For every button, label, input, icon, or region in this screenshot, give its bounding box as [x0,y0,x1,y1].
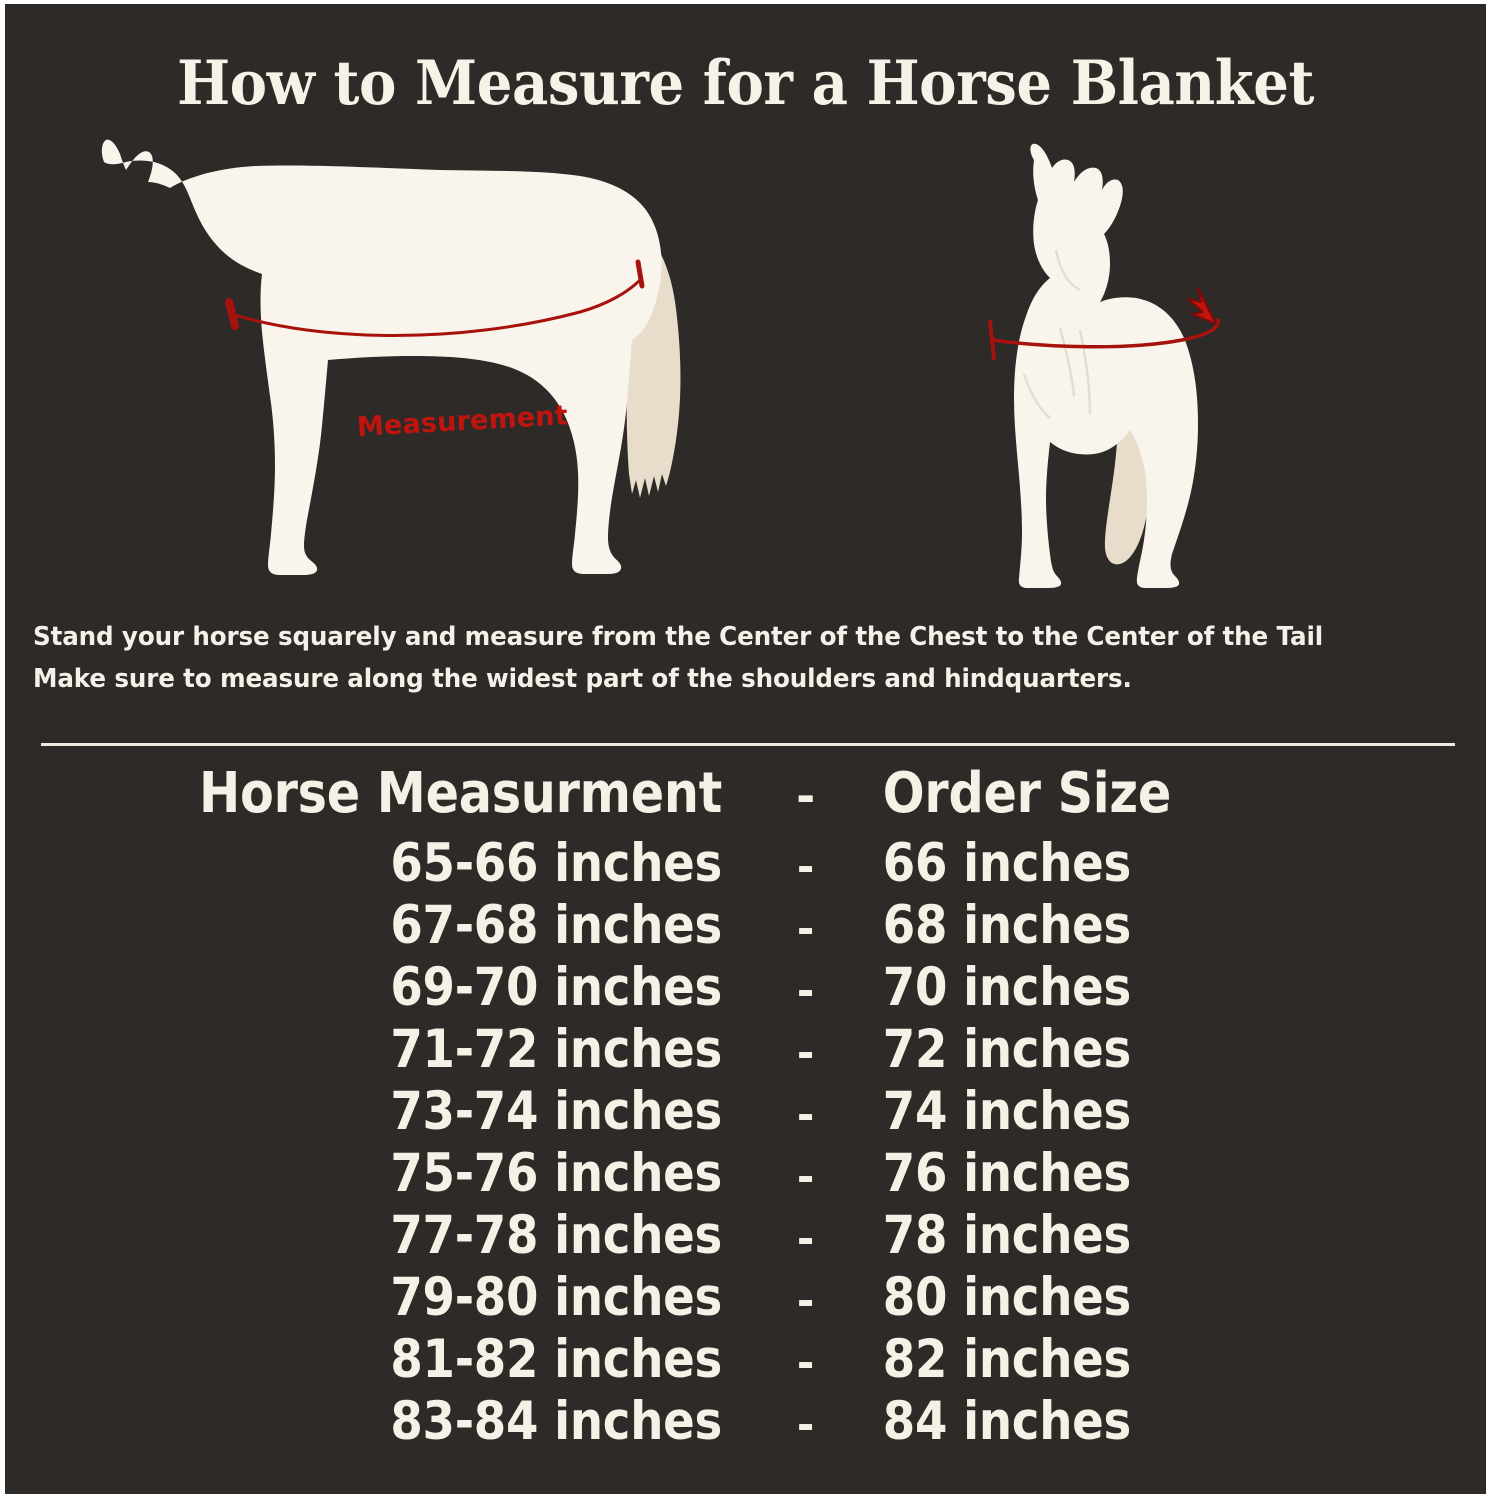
page-title: How to Measure for a Horse Blanket [177,48,1314,119]
table-row: 65-66 inches - 66 inches [5,833,1486,895]
cell-order-size: 74 inches [882,1081,1131,1142]
table-row: 67-68 inches - 68 inches [5,895,1486,957]
instructions-line-1: Stand your horse squarely and measure fr… [33,622,1324,652]
cell-order-size: 66 inches [882,833,1131,894]
cell-separator: - [796,1338,815,1387]
cell-measurement: 75-76 inches [389,1143,722,1204]
cell-measurement: 69-70 inches [389,957,722,1018]
cell-separator: - [796,966,815,1015]
infographic-poster: How to Measure for a Horse Blanket [5,4,1486,1494]
horse-contours-rear [1022,249,1092,419]
section-divider [41,743,1455,746]
table-row: 77-78 inches - 78 inches [5,1205,1486,1267]
cell-separator: - [796,1090,815,1139]
table-row: 79-80 inches - 80 inches [5,1267,1486,1329]
horse-side-view [60,134,700,594]
table-row: 71-72 inches - 72 inches [5,1019,1486,1081]
cell-order-size: 70 inches [882,957,1131,1018]
column-header-order-size: Order Size [882,761,1171,826]
table-row: 83-84 inches - 84 inches [5,1391,1486,1453]
cell-measurement: 77-78 inches [389,1205,722,1266]
cell-measurement: 81-82 inches [389,1329,722,1390]
cell-order-size: 72 inches [882,1019,1131,1080]
instructions-line-2: Make sure to measure along the widest pa… [33,664,1132,694]
cell-measurement: 79-80 inches [389,1267,722,1328]
measurement-arrow-rear [988,287,1220,360]
table-row: 81-82 inches - 82 inches [5,1329,1486,1391]
cell-measurement: 73-74 inches [389,1081,722,1142]
horse-rear-view [960,142,1260,592]
measurement-line-side [225,259,645,337]
cell-order-size: 78 inches [882,1205,1131,1266]
cell-order-size: 80 inches [882,1267,1131,1328]
cell-measurement: 67-68 inches [389,895,722,956]
cell-order-size: 76 inches [882,1143,1131,1204]
cell-separator: - [796,1276,815,1325]
horse-body-rear [1014,143,1198,589]
cell-separator: - [796,904,815,953]
instructions-text: Stand your horse squarely and measure fr… [33,616,1413,700]
cell-order-size: 84 inches [882,1391,1131,1452]
table-header-row: Horse Measurment - Order Size [5,761,1486,833]
horse-body-side [101,139,662,575]
cell-measurement: 65-66 inches [389,833,722,894]
cell-order-size: 82 inches [882,1329,1131,1390]
table-row: 69-70 inches - 70 inches [5,957,1486,1019]
table-row: 73-74 inches - 74 inches [5,1081,1486,1143]
size-chart-table: Horse Measurment - Order Size 65-66 inch… [5,761,1486,1453]
cell-separator: - [796,1400,815,1449]
table-row: 75-76 inches - 76 inches [5,1143,1486,1205]
cell-separator: - [796,1214,815,1263]
cell-measurement: 71-72 inches [389,1019,722,1080]
cell-separator: - [796,1152,815,1201]
cell-measurement: 83-84 inches [389,1391,722,1452]
cell-separator: - [796,1028,815,1077]
column-header-separator: - [796,769,815,823]
illustration-area: Measurement [5,134,1486,594]
column-header-measurement: Horse Measurment [198,761,722,826]
cell-separator: - [796,842,815,891]
cell-order-size: 68 inches [882,895,1131,956]
